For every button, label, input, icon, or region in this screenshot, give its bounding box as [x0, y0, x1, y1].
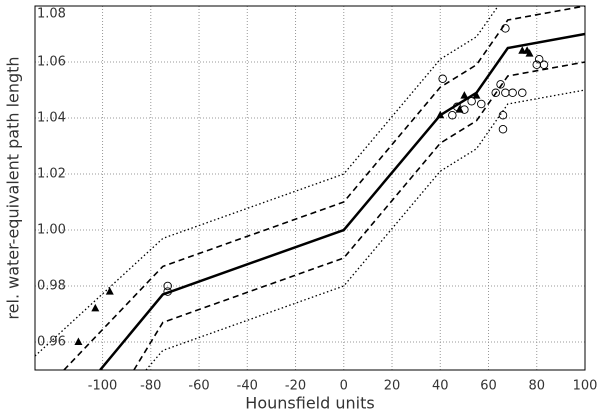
triangle-marker	[460, 91, 469, 99]
triangle-marker	[436, 110, 445, 119]
circle-marker	[518, 88, 527, 98]
curve	[63, 6, 585, 370]
triangle-marker	[74, 337, 83, 345]
y-tick-label: 0.98	[37, 279, 66, 294]
circle-marker	[534, 54, 544, 64]
circle-marker	[460, 105, 469, 114]
circle-marker	[508, 88, 517, 98]
y-axis-label: rel. water-equivalent path length	[4, 56, 23, 319]
x-tick-label: -80	[140, 379, 161, 394]
y-tick-label: 1.08	[37, 7, 66, 22]
triangle-marker	[472, 91, 481, 99]
x-tick-label: 60	[480, 379, 497, 394]
circle-marker	[477, 99, 486, 109]
circle-marker	[491, 88, 500, 98]
circle-marker	[496, 80, 505, 89]
x-tick-label: 0	[340, 379, 348, 394]
y-tick-label: 0.96	[37, 335, 66, 350]
circle-marker	[498, 124, 508, 134]
triangle-marker	[105, 287, 114, 295]
x-tick-label: -100	[88, 379, 118, 394]
plot-frame	[34, 5, 586, 371]
circle-marker	[448, 110, 457, 120]
curve	[133, 61, 585, 370]
circle-marker	[501, 88, 510, 98]
circle-marker	[438, 74, 447, 84]
curve	[35, 6, 499, 357]
circle-marker	[467, 96, 476, 106]
circle-marker	[452, 102, 462, 112]
x-tick-label: -20	[285, 379, 306, 394]
y-tick-label: 1.04	[37, 111, 66, 126]
x-tick-label: 20	[384, 379, 401, 394]
circle-marker	[501, 24, 510, 33]
circle-marker	[163, 281, 172, 291]
x-tick-label: -40	[237, 379, 258, 394]
curve	[145, 89, 585, 370]
x-tick-label: 40	[432, 379, 449, 394]
x-tick-label: -60	[188, 379, 209, 394]
x-tick-label: 80	[528, 379, 545, 394]
x-tick-label: 100	[573, 379, 598, 394]
y-tick-label: 1.00	[37, 223, 66, 238]
circle-marker	[163, 287, 172, 296]
x-axis-label: Hounsfield units	[245, 394, 374, 413]
triangle-marker	[525, 49, 534, 57]
triangle-marker	[91, 303, 100, 312]
circle-marker	[498, 110, 508, 120]
circle-marker	[539, 60, 549, 70]
y-tick-label: 1.06	[37, 55, 66, 70]
y-tick-label: 1.02	[37, 167, 66, 182]
